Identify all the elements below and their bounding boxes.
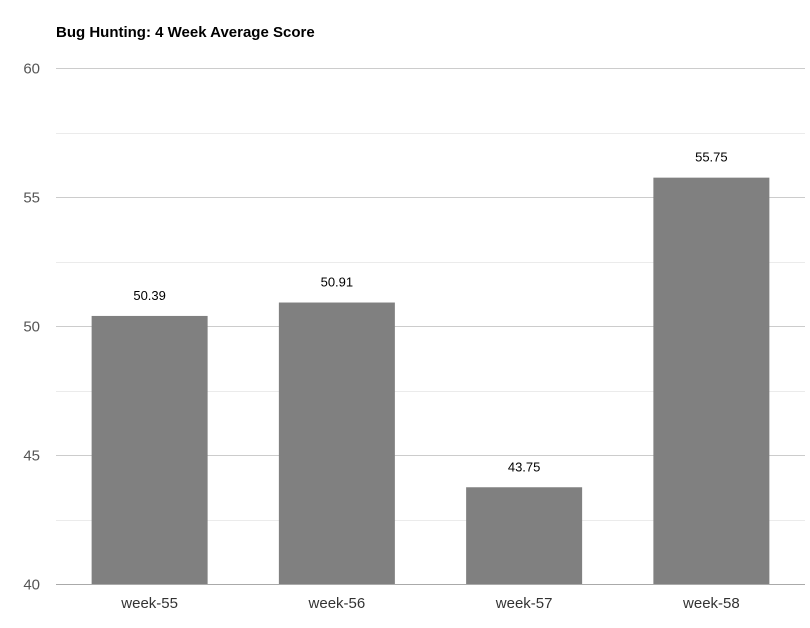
data-label-week-57: 43.75 (508, 459, 541, 474)
bars (91, 177, 770, 584)
bar-week-57 (466, 487, 583, 584)
chart-title: Bug Hunting: 4 Week Average Score (56, 24, 315, 41)
bar-week-58 (653, 177, 770, 584)
y-tick-label: 40 (23, 577, 40, 594)
x-tick-label: week-57 (495, 595, 553, 612)
data-label-week-56: 50.91 (321, 275, 354, 290)
data-label-week-58: 55.75 (695, 150, 728, 165)
bar-week-56 (278, 302, 395, 584)
labels: 40 45 50 55 60 50.39 week-55 50.91 week-56 43.75 w… (23, 61, 739, 613)
x-tick-label: week-58 (682, 595, 740, 612)
y-tick-label: 50 (23, 319, 40, 336)
bar-week-55 (91, 315, 208, 584)
y-tick-label: 60 (23, 61, 40, 78)
x-tick-label: week-56 (308, 595, 366, 612)
y-tick-label: 45 (23, 448, 40, 465)
x-tick-label: week-55 (120, 595, 178, 612)
data-label-week-55: 50.39 (133, 288, 166, 303)
y-tick-label: 55 (23, 190, 40, 207)
